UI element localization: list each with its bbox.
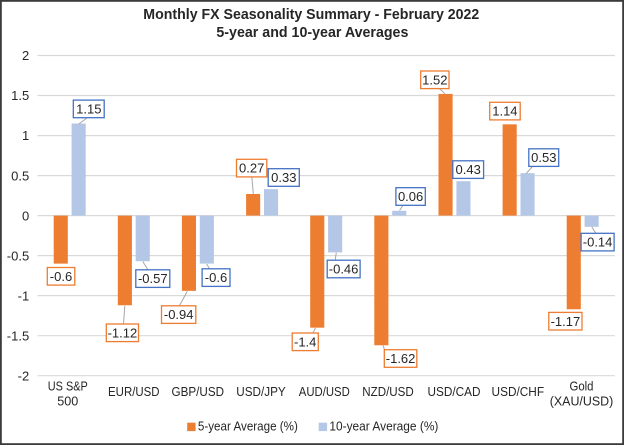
- svg-text:-0.46: -0.46: [329, 262, 359, 277]
- svg-text:-1.62: -1.62: [386, 351, 416, 366]
- svg-text:USD/CHF: USD/CHF: [492, 384, 545, 399]
- svg-text:-0.6: -0.6: [50, 269, 72, 284]
- svg-text:0.33: 0.33: [271, 170, 296, 185]
- svg-text:0.06: 0.06: [398, 189, 423, 204]
- svg-text:1.15: 1.15: [76, 102, 101, 117]
- svg-text:USD/CAD: USD/CAD: [428, 384, 481, 399]
- svg-text:2: 2: [22, 48, 29, 63]
- svg-text:10-year Average (%): 10-year Average (%): [329, 418, 438, 433]
- svg-text:GBP/USD: GBP/USD: [172, 384, 225, 399]
- svg-text:1.14: 1.14: [492, 104, 517, 119]
- svg-text:1.52: 1.52: [422, 72, 447, 87]
- svg-text:-1.4: -1.4: [294, 334, 316, 349]
- svg-text:-1.5: -1.5: [7, 328, 29, 343]
- svg-text:US S&P: US S&P: [48, 379, 88, 394]
- svg-text:5-year Average (%): 5-year Average (%): [198, 418, 298, 433]
- svg-text:0.27: 0.27: [239, 161, 264, 176]
- svg-text:0.43: 0.43: [456, 162, 481, 177]
- svg-text:-1: -1: [18, 288, 30, 303]
- svg-text:5-year and 10-year Averages: 5-year and 10-year Averages: [216, 24, 408, 41]
- svg-text:1.5: 1.5: [11, 88, 29, 103]
- svg-text:-1.17: -1.17: [551, 314, 581, 329]
- svg-text:1: 1: [22, 128, 29, 143]
- svg-text:0.53: 0.53: [531, 150, 556, 165]
- svg-text:EUR/USD: EUR/USD: [108, 384, 160, 399]
- svg-text:AUD/USD: AUD/USD: [299, 384, 350, 399]
- svg-text:-0.57: -0.57: [138, 271, 168, 286]
- svg-text:-0.14: -0.14: [583, 235, 613, 250]
- svg-text:(XAU/USD): (XAU/USD): [550, 394, 614, 409]
- svg-text:USD/JPY: USD/JPY: [236, 384, 286, 399]
- svg-text:-0.6: -0.6: [205, 270, 227, 285]
- svg-text:NZD/USD: NZD/USD: [362, 384, 414, 399]
- svg-text:0.5: 0.5: [11, 168, 29, 183]
- svg-text:-2: -2: [18, 368, 30, 383]
- svg-text:Gold: Gold: [570, 379, 594, 394]
- svg-text:-0.5: -0.5: [7, 248, 29, 263]
- svg-text:0: 0: [22, 208, 29, 223]
- svg-text:-1.12: -1.12: [108, 325, 138, 340]
- svg-text:-0.94: -0.94: [164, 307, 194, 322]
- svg-text:Monthly FX Seasonality Summary: Monthly FX Seasonality Summary - Februar…: [143, 6, 479, 23]
- svg-text:500: 500: [57, 394, 78, 409]
